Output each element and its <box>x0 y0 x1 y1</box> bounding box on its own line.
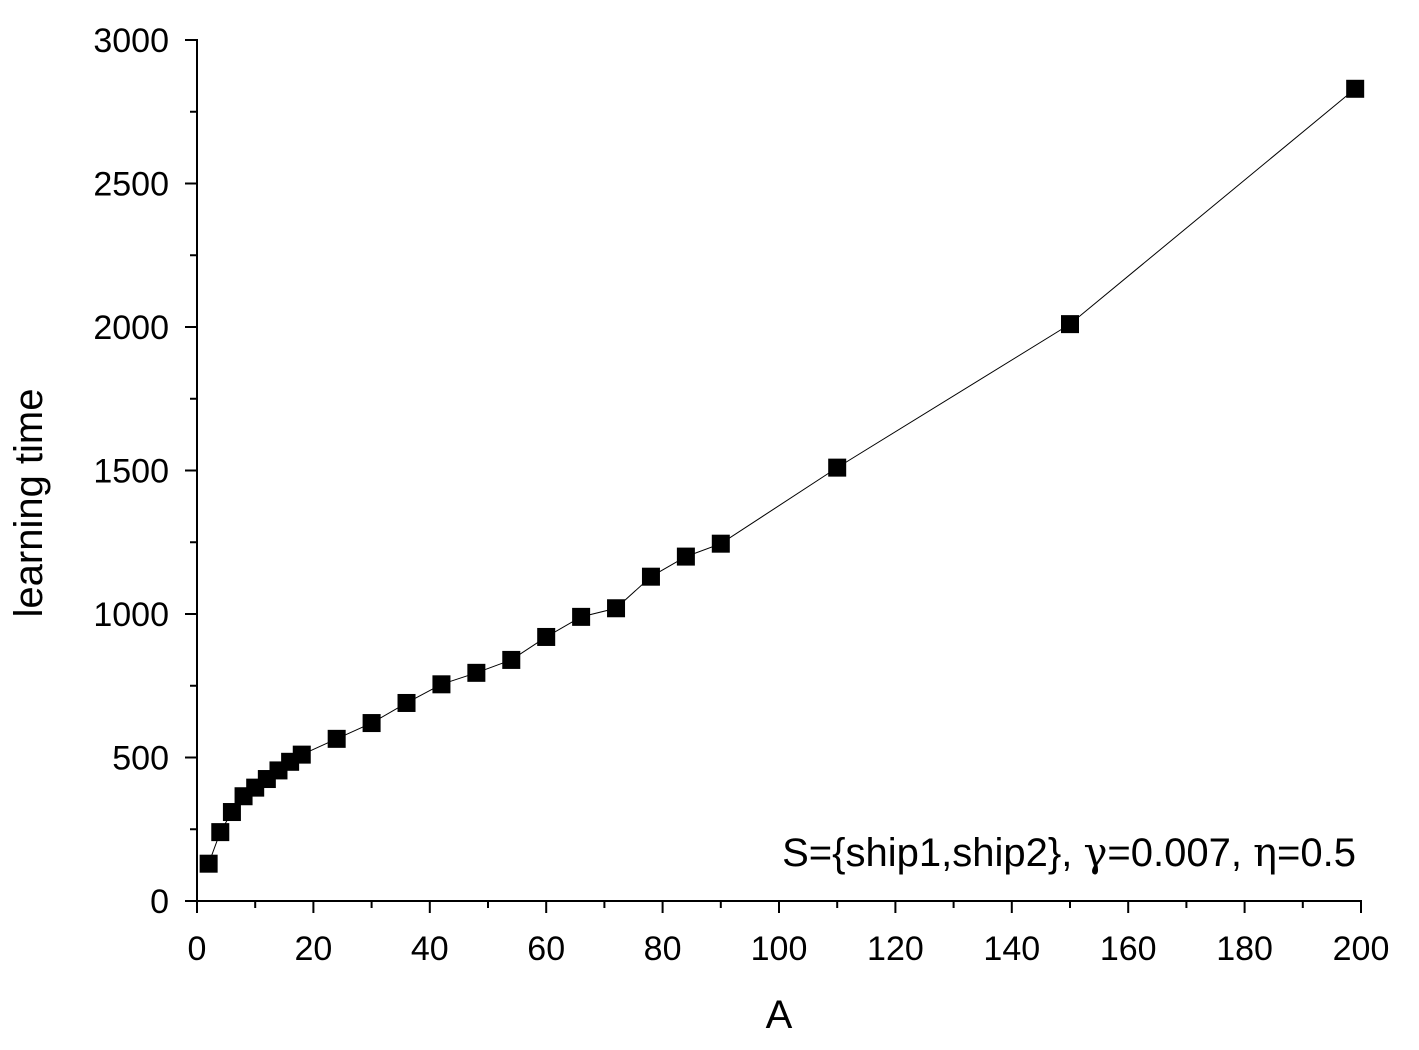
eta-symbol: η <box>1253 830 1277 876</box>
y-tick-label: 2500 <box>93 166 169 204</box>
data-point-marker <box>537 627 556 646</box>
y-tick-label: 2000 <box>93 309 169 347</box>
data-point-marker <box>327 729 346 748</box>
y-tick-label: 1000 <box>93 596 169 634</box>
data-point-marker <box>397 693 416 712</box>
parameters-annotation: S={ship1,ship2}, γ=0.007, η=0.5 <box>782 830 1356 876</box>
axes: 0 20 40 60 80 100 120 140 160 180 2000500100015002… <box>93 22 1389 968</box>
y-tick-label: 3000 <box>93 22 169 60</box>
series-points <box>199 79 1365 873</box>
x-tick-label: 0 <box>188 930 207 968</box>
x-tick-label: 140 <box>983 930 1040 968</box>
data-point-marker <box>1061 315 1079 334</box>
data-point-marker <box>711 534 730 553</box>
data-point-marker <box>432 675 451 694</box>
x-tick-label: 120 <box>867 930 924 968</box>
y-tick-label: 0 <box>150 883 169 921</box>
gamma-symbol: γ <box>1083 830 1107 876</box>
data-point-marker <box>607 599 626 618</box>
data-point-marker <box>641 567 660 586</box>
x-axis-title: A <box>766 993 793 1037</box>
data-point-marker <box>676 547 695 566</box>
annotation-gamma-value: =0.007, <box>1107 831 1253 875</box>
x-tick-label: 60 <box>527 930 565 968</box>
data-point-marker <box>222 803 241 822</box>
data-point-marker <box>292 745 311 764</box>
data-point-marker <box>211 823 230 842</box>
y-axis-title: learning time <box>7 388 51 617</box>
annotation-eta-value: =0.5 <box>1277 831 1356 875</box>
data-point-marker <box>502 650 521 669</box>
data-point-marker <box>467 663 486 682</box>
x-tick-label: 180 <box>1216 930 1273 968</box>
x-tick-label: 40 <box>411 930 449 968</box>
data-point-marker <box>828 458 847 477</box>
y-tick-label: 500 <box>112 740 169 778</box>
data-point-marker <box>1346 79 1365 98</box>
series-connecting-line <box>208 88 1356 864</box>
data-point-marker <box>572 607 591 626</box>
x-tick-label: 160 <box>1100 930 1157 968</box>
y-tick-label: 1500 <box>93 453 169 491</box>
x-tick-label: 20 <box>294 930 332 968</box>
x-tick-label: 100 <box>751 930 808 968</box>
x-tick-label: 200 <box>1333 930 1390 968</box>
x-tick-label: 80 <box>644 930 682 968</box>
series-line <box>208 88 1356 864</box>
data-point-marker <box>362 714 381 733</box>
annotation-prefix: S={ship1,ship2}, <box>782 831 1083 875</box>
data-point-marker <box>199 854 218 873</box>
